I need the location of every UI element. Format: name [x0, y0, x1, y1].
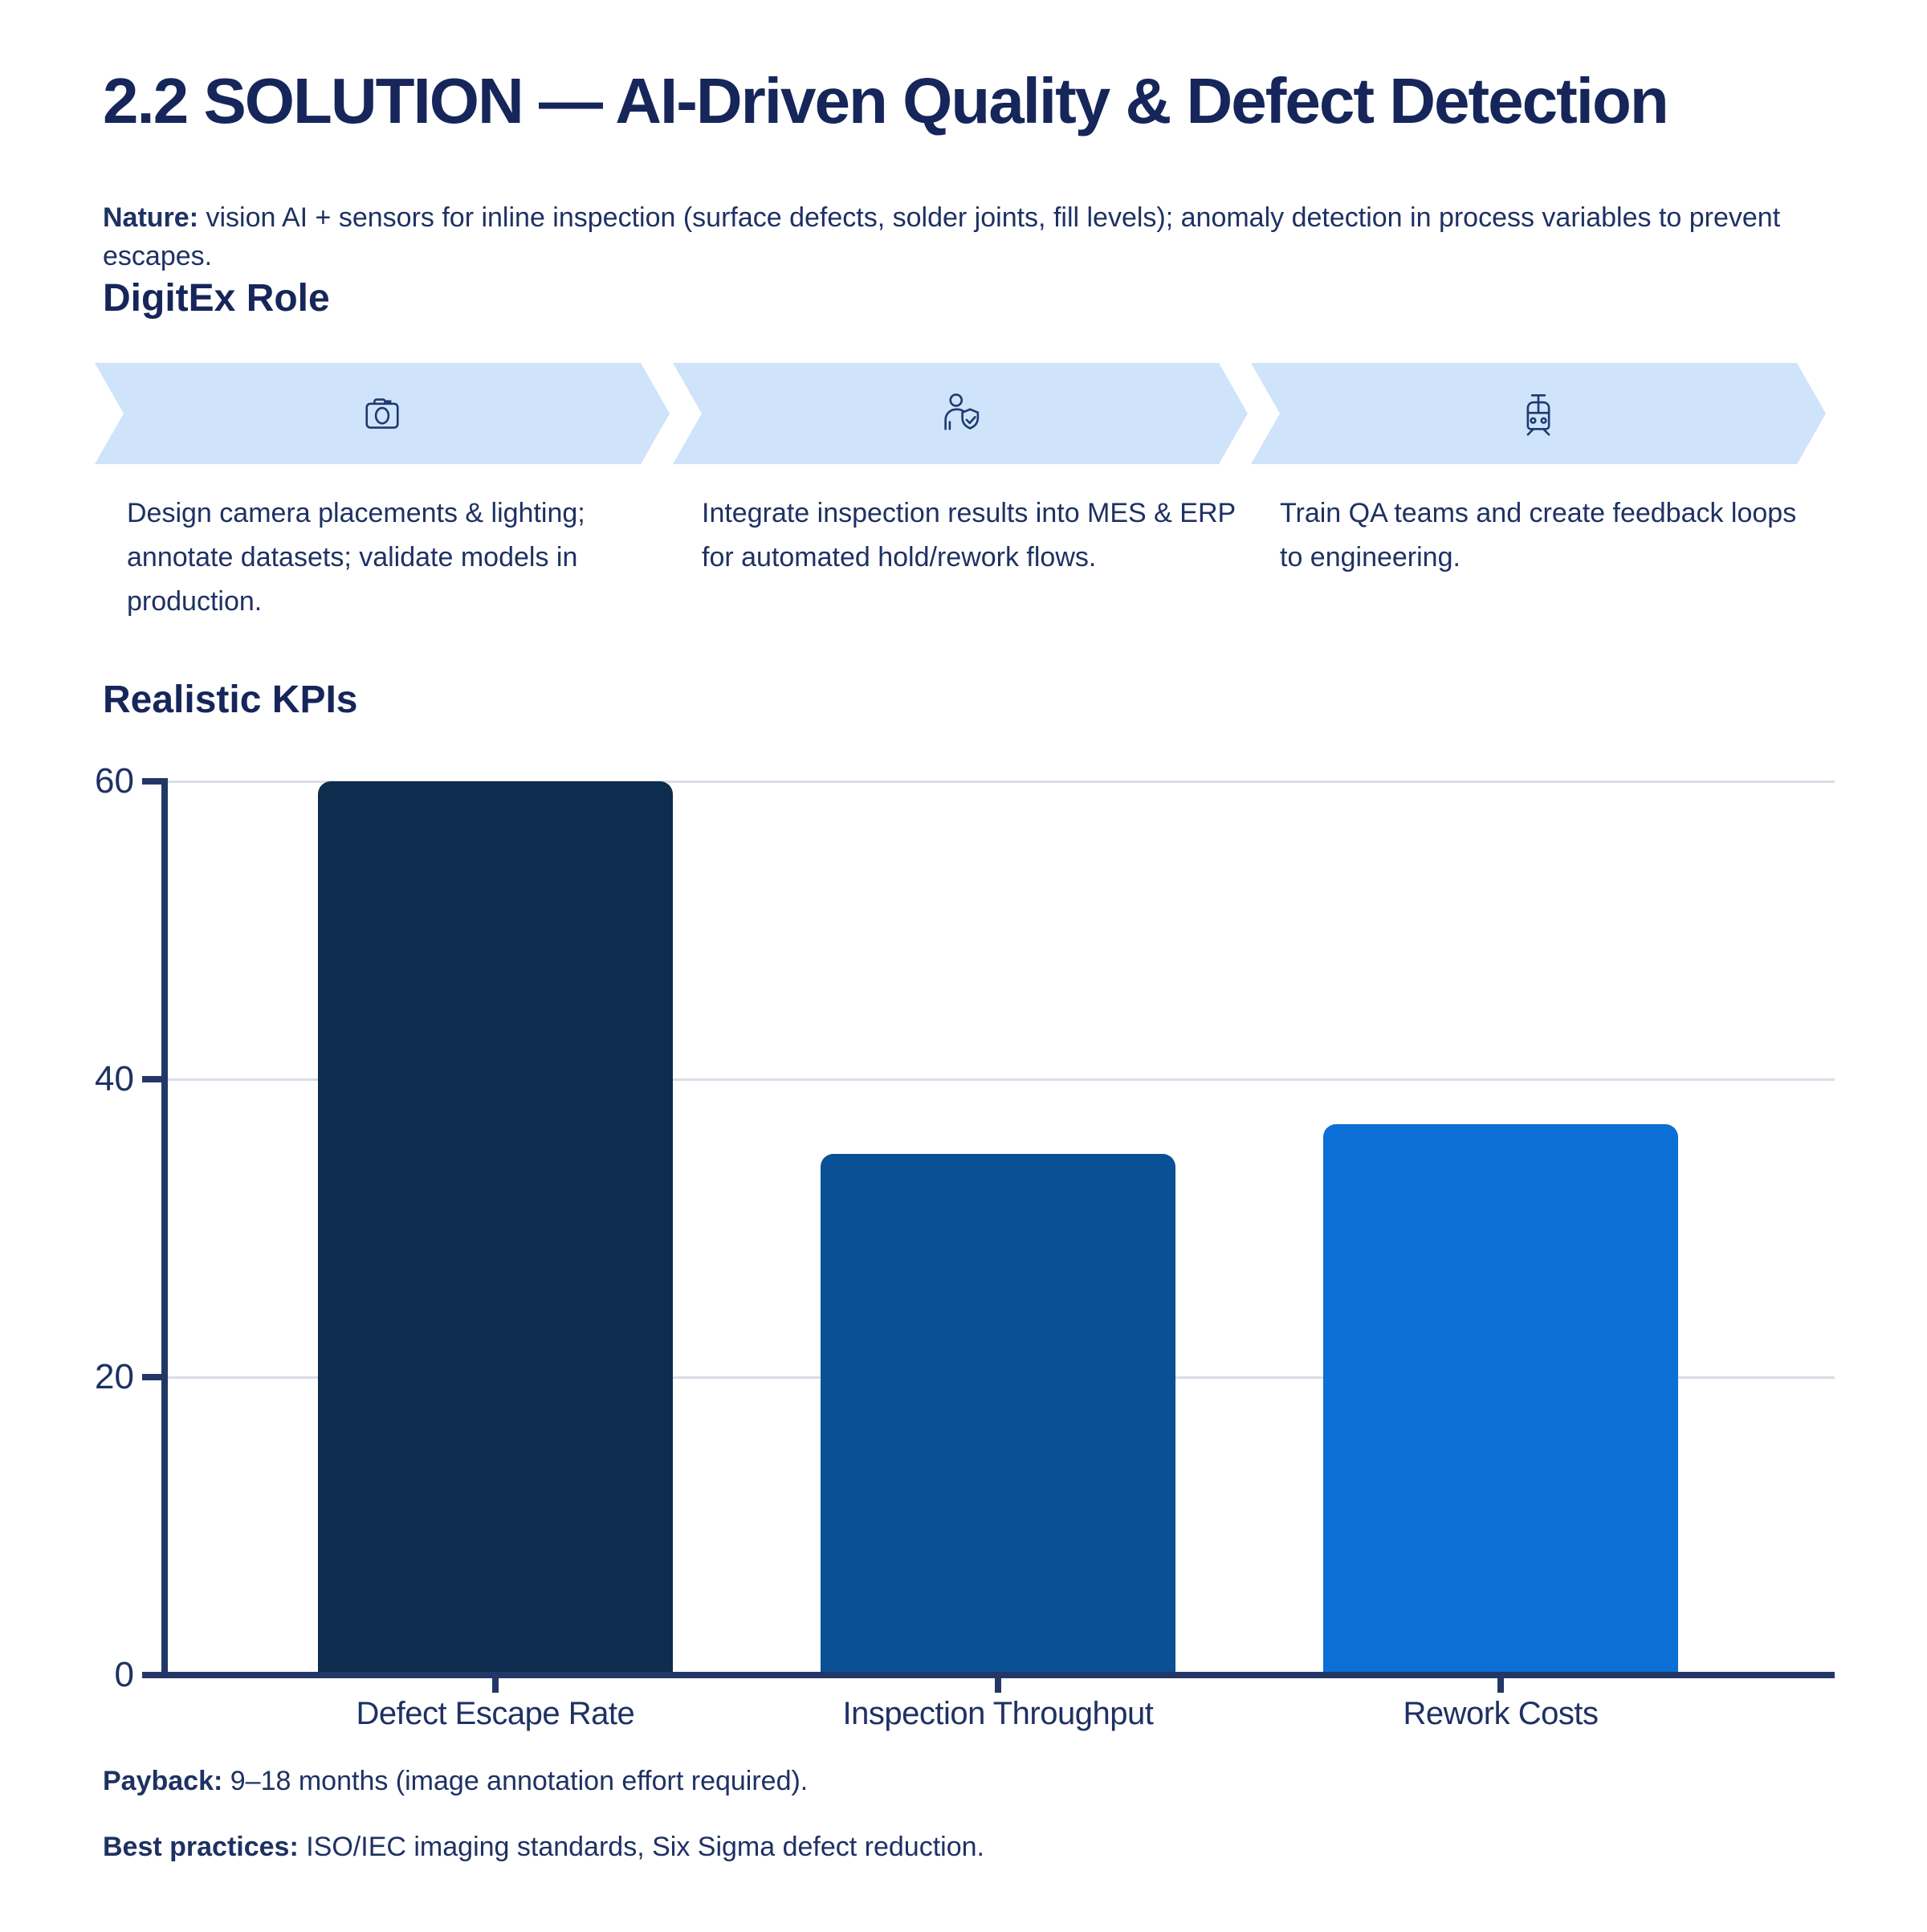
y-axis: [161, 778, 168, 1678]
x-tick-label-1: Defect Escape Rate: [356, 1696, 635, 1731]
payback-text: 9–18 months (image annotation effort req…: [222, 1766, 809, 1796]
x-tick-label-3: Rework Costs: [1403, 1696, 1599, 1731]
payback-label: Payback:: [103, 1766, 223, 1796]
best-practices-line: Best practices: ISO/IEC imaging standard…: [103, 1829, 1853, 1866]
y-tick-0: [142, 1672, 161, 1678]
process-step-3-chevron: [1251, 363, 1826, 464]
x-tick-2: [994, 1678, 1001, 1693]
y-tick-40: [142, 1076, 161, 1082]
gridline-20: [165, 1376, 1835, 1379]
best-practices-label: Best practices:: [103, 1832, 299, 1862]
x-axis: [161, 1672, 1835, 1678]
y-tick-60: [142, 778, 161, 785]
x-tick-1: [491, 1678, 499, 1693]
gridline-60: [165, 781, 1835, 783]
nature-line: Nature: vision AI + sensors for inline i…: [103, 199, 1853, 275]
payback-line: Payback: 9–18 months (image annotation e…: [103, 1763, 1853, 1800]
bar-rework-costs: [1323, 1123, 1678, 1672]
gridline-40: [165, 1078, 1835, 1081]
process-step-2-text: Integrate inspection results into MES & …: [702, 498, 1236, 573]
y-tick-label-60: 60: [95, 761, 134, 801]
user-shield-icon: [938, 391, 983, 436]
camera-icon: [360, 391, 405, 436]
bar-inspection-throughput: [820, 1153, 1175, 1672]
train-icon: [1516, 391, 1561, 436]
nature-label: Nature:: [103, 202, 199, 233]
process-step-1-text: Design camera placements & lighting; ann…: [127, 498, 585, 617]
y-tick-20: [142, 1374, 161, 1380]
x-tick-label-2: Inspection Throughput: [842, 1696, 1154, 1731]
best-practices-text: ISO/IEC imaging standards, Six Sigma def…: [298, 1832, 984, 1862]
process-step-1-chevron: [95, 363, 670, 464]
x-tick-3: [1497, 1678, 1504, 1693]
process-step-2-chevron: [673, 363, 1248, 464]
kpi-section-heading: Realistic KPIs: [103, 679, 358, 721]
y-tick-label-40: 40: [95, 1059, 134, 1098]
y-tick-label-20: 20: [95, 1357, 134, 1396]
nature-text: vision AI + sensors for inline inspectio…: [103, 202, 1781, 271]
y-tick-label-0: 0: [114, 1655, 134, 1694]
process-step-3-text: Train QA teams and create feedback loops…: [1280, 498, 1797, 573]
role-section-heading: DigitEx Role: [103, 277, 330, 320]
bar-defect-escape-rate: [317, 781, 673, 1672]
page-title: 2.2 SOLUTION — AI-Driven Quality & Defec…: [103, 65, 1669, 137]
